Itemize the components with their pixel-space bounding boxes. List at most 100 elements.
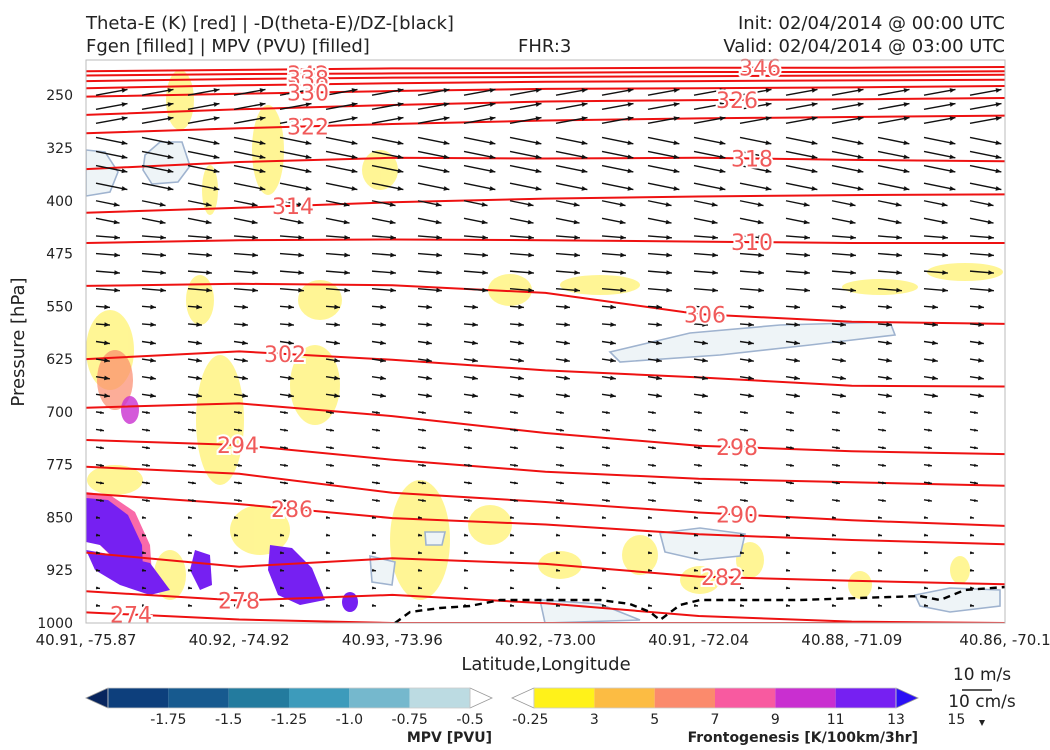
vector-arrow-head <box>280 586 284 590</box>
vector-arrow-head <box>468 463 472 467</box>
colorbar-extend-left <box>85 687 109 709</box>
vector-arrow-head <box>620 287 626 293</box>
vector-arrow-head <box>259 140 266 145</box>
vector-arrow-head <box>949 116 956 121</box>
colorbar-frame <box>533 687 897 709</box>
vector-arrow-head <box>535 186 542 191</box>
vector-arrow-head <box>903 140 910 145</box>
vector-arrow-head <box>840 393 846 398</box>
vector-arrow-head <box>666 287 672 293</box>
vector-arrow-head <box>418 568 422 572</box>
colorbar-tick-label: -1.0 <box>336 712 363 728</box>
vector-arrow-head <box>949 154 956 160</box>
vector-arrow-head <box>560 498 564 503</box>
vector-arrow-head <box>288 393 294 398</box>
vector-arrow-head <box>464 568 468 572</box>
vector-arrow-head <box>832 568 836 572</box>
colorbar-tick-label: 9 <box>771 712 780 728</box>
vector-arrow-head <box>564 393 570 398</box>
vector-arrow-head <box>988 252 994 258</box>
vector-arrow-head <box>978 340 984 346</box>
vector-arrow-head <box>610 322 616 327</box>
vector-arrow-head <box>380 304 386 310</box>
vector-arrow-head <box>836 410 840 415</box>
vector-arrow-head <box>380 340 386 346</box>
vector-arrow-head <box>652 498 656 503</box>
vector-arrow-head <box>100 428 104 432</box>
vector-arrow-head <box>330 498 334 503</box>
vector-arrow-head <box>104 393 110 398</box>
vector-arrow-head <box>895 202 902 207</box>
vector-arrow-head <box>443 154 450 160</box>
vector-arrow-head <box>744 498 748 503</box>
vector-arrow-head <box>790 428 794 432</box>
vector-arrow-head <box>482 252 488 258</box>
vector-arrow-head <box>351 116 358 121</box>
x-tick-label: 40.91, -75.87 <box>36 631 137 649</box>
vector-arrow-head <box>234 568 238 572</box>
vector-arrow-head <box>510 515 514 520</box>
vector-arrow-head <box>150 304 156 310</box>
vector-arrow-head <box>581 102 588 107</box>
vector-arrow-head <box>330 428 334 432</box>
vector-arrow-head <box>167 168 174 174</box>
vector-arrow-head <box>942 287 948 293</box>
colorbar-tick-label: -1.75 <box>150 712 186 728</box>
vector-arrow-head <box>288 340 294 346</box>
colorbar-tick-label: 13 <box>887 712 905 728</box>
vector-arrow-head <box>673 116 680 121</box>
plot-frame <box>85 59 1006 624</box>
y-axis-label: Pressure [hPa] <box>8 277 29 406</box>
vector-arrow-head <box>978 322 984 327</box>
vector-arrow-head <box>581 140 588 145</box>
mpv-colorbar-label: MPV [PVU] <box>407 730 492 746</box>
vector-arrow-head <box>205 202 212 207</box>
vector-arrow-head <box>903 116 910 121</box>
vector-arrow-head <box>840 304 846 310</box>
vector-arrow-head <box>443 186 450 191</box>
vector-arrow-head <box>619 202 626 207</box>
vector-arrow-head <box>422 481 426 485</box>
vector-arrow-head <box>988 235 994 240</box>
vector-arrow-head <box>832 533 836 537</box>
vector-arrow-head <box>765 168 772 174</box>
vector-arrow-head <box>740 586 744 590</box>
y-axis: 250 325 400 475 550 625 700 775 850 925 1000 <box>37 88 73 632</box>
vector-arrow-head <box>142 515 146 520</box>
theta-e-contour-label: 302 <box>264 343 306 368</box>
vector-arrow-head <box>510 533 514 537</box>
vector-arrow-head <box>472 375 478 381</box>
colorbar-tick-label: -1.5 <box>215 712 242 728</box>
vector-arrow-head <box>673 88 680 93</box>
vector-arrow-head <box>481 219 488 225</box>
vector-arrow-head <box>436 287 442 293</box>
vector-arrow-head <box>481 202 488 207</box>
vector-arrow-head <box>528 270 534 275</box>
theta-e-contour-label: 310 <box>731 231 773 256</box>
theta-e-contour <box>86 492 1005 546</box>
vector-arrow-head <box>698 481 702 485</box>
vector-arrow-head <box>665 219 672 225</box>
vector-arrow-head <box>564 340 570 346</box>
vector-arrow-head <box>259 116 266 121</box>
vector-arrow-head <box>786 586 790 590</box>
vector-arrow-head <box>896 270 902 275</box>
vector-arrow-head <box>878 568 882 572</box>
vector-arrow-head <box>804 287 810 293</box>
vector-arrow-head <box>995 168 1002 174</box>
vector-arrow-head <box>790 498 794 503</box>
vector-arrow-head <box>482 270 488 275</box>
theta-e-contour <box>86 282 1005 325</box>
vector-arrow-head <box>652 428 656 432</box>
vector-arrow-head <box>330 463 334 467</box>
vector-arrow-head <box>528 252 534 258</box>
vector-arrow-head <box>928 498 932 503</box>
vector-arrow-head <box>100 410 104 415</box>
vector-arrow-head <box>142 586 146 590</box>
theta-e-contour-label: 322 <box>287 115 329 140</box>
y-tick-label: 475 <box>46 247 73 263</box>
x-tick-label: 40.91, -72.04 <box>648 631 749 649</box>
vector-arrow-head <box>280 568 284 572</box>
vector-key-arrow-vertical <box>979 720 985 726</box>
